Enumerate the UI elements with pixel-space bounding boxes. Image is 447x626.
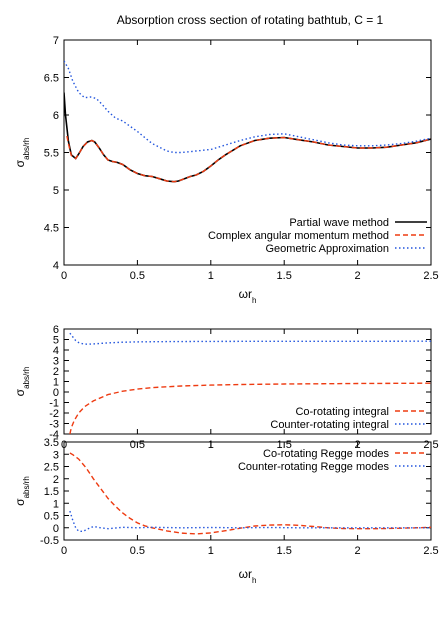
x-tick-label: 0 — [61, 270, 67, 282]
legend-label: Geometric Approximation — [266, 243, 390, 255]
x-axis-label: ωrh — [239, 567, 257, 585]
y-axis-label: σabs/rh — [13, 476, 31, 506]
x-tick-label: 1.5 — [277, 270, 292, 282]
y-tick-label: 5 — [53, 335, 59, 347]
figure-title: Absorption cross section of rotating bat… — [117, 13, 384, 27]
y-tick-label: -0.5 — [40, 535, 59, 547]
y-tick-label: -4 — [49, 429, 59, 441]
y-tick-label: 0.5 — [44, 511, 59, 523]
series-line-1 — [66, 135, 431, 183]
x-tick-label: 2.5 — [423, 545, 438, 557]
y-tick-label: 4 — [53, 260, 59, 272]
legend-label: Partial wave method — [289, 217, 389, 229]
x-tick-label: 2 — [355, 270, 361, 282]
x-tick-label: 2 — [355, 545, 361, 557]
series-line-0 — [69, 452, 431, 535]
legend-label: Co-rotating integral — [295, 406, 389, 418]
y-tick-label: 2.5 — [44, 462, 59, 474]
top-chart: 0 0.5 1 1.5 2 2.5 4 4.5 5 5.5 6 6.5 7 σabs/rh ωrh Parti… — [13, 35, 439, 305]
legend-label: Counter-rotating integral — [270, 419, 389, 431]
y-tick-label: 0 — [53, 523, 59, 535]
y-tick-label: 1 — [53, 498, 59, 510]
y-tick-label: 3 — [53, 356, 59, 368]
y-tick-label: 6 — [53, 110, 59, 122]
middle-chart: 00.511.522.5-4-3-2-10123456σabs/rhCo-rot… — [13, 324, 439, 451]
x-axis-label: ωrh — [239, 287, 257, 305]
y-tick-label: 5 — [53, 185, 59, 197]
y-tick-label: 4 — [53, 345, 59, 357]
series-line-0 — [69, 382, 431, 434]
x-tick-label: 0.5 — [130, 270, 145, 282]
x-tick-label: 1 — [208, 270, 214, 282]
bottom-chart: 0 0.5 1 1.5 2 2.5-0.500.511.522.533.5σabs/rhω… — [13, 437, 439, 585]
legend-label: Counter-rotating Regge modes — [238, 461, 390, 473]
y-tick-label: 6 — [53, 324, 59, 336]
y-tick-label: 7 — [53, 35, 59, 47]
y-tick-label: 6.5 — [44, 73, 59, 85]
y-tick-label: 3 — [53, 449, 59, 461]
x-tick-label: 0.5 — [130, 545, 145, 557]
y-tick-label: 0 — [53, 387, 59, 399]
y-tick-label: 4.5 — [44, 223, 59, 235]
x-tick-label: 2.5 — [423, 270, 438, 282]
y-tick-label: 2 — [53, 366, 59, 378]
y-tick-label: -2 — [49, 408, 59, 420]
y-tick-label: 3.5 — [44, 437, 59, 449]
series-line-2 — [64, 60, 431, 154]
y-axis-label: σabs/rh — [13, 138, 31, 168]
y-tick-label: 2 — [53, 474, 59, 486]
x-tick-label: 1.5 — [277, 545, 292, 557]
y-axis-label: σabs/rh — [13, 367, 31, 397]
y-tick-label: 1 — [53, 377, 59, 389]
legend-label: Co-rotating Regge modes — [263, 448, 389, 460]
y-tick-label: 1.5 — [44, 486, 59, 498]
x-tick-label: 1 — [208, 545, 214, 557]
legend-label: Complex angular momentum method — [208, 230, 389, 242]
series-line-1 — [69, 332, 431, 345]
series-line-0 — [64, 92, 431, 183]
x-tick-label: 0 — [61, 545, 67, 557]
y-tick-label: -3 — [49, 419, 59, 431]
y-tick-label: 5.5 — [44, 148, 59, 160]
y-tick-label: -1 — [49, 398, 59, 410]
